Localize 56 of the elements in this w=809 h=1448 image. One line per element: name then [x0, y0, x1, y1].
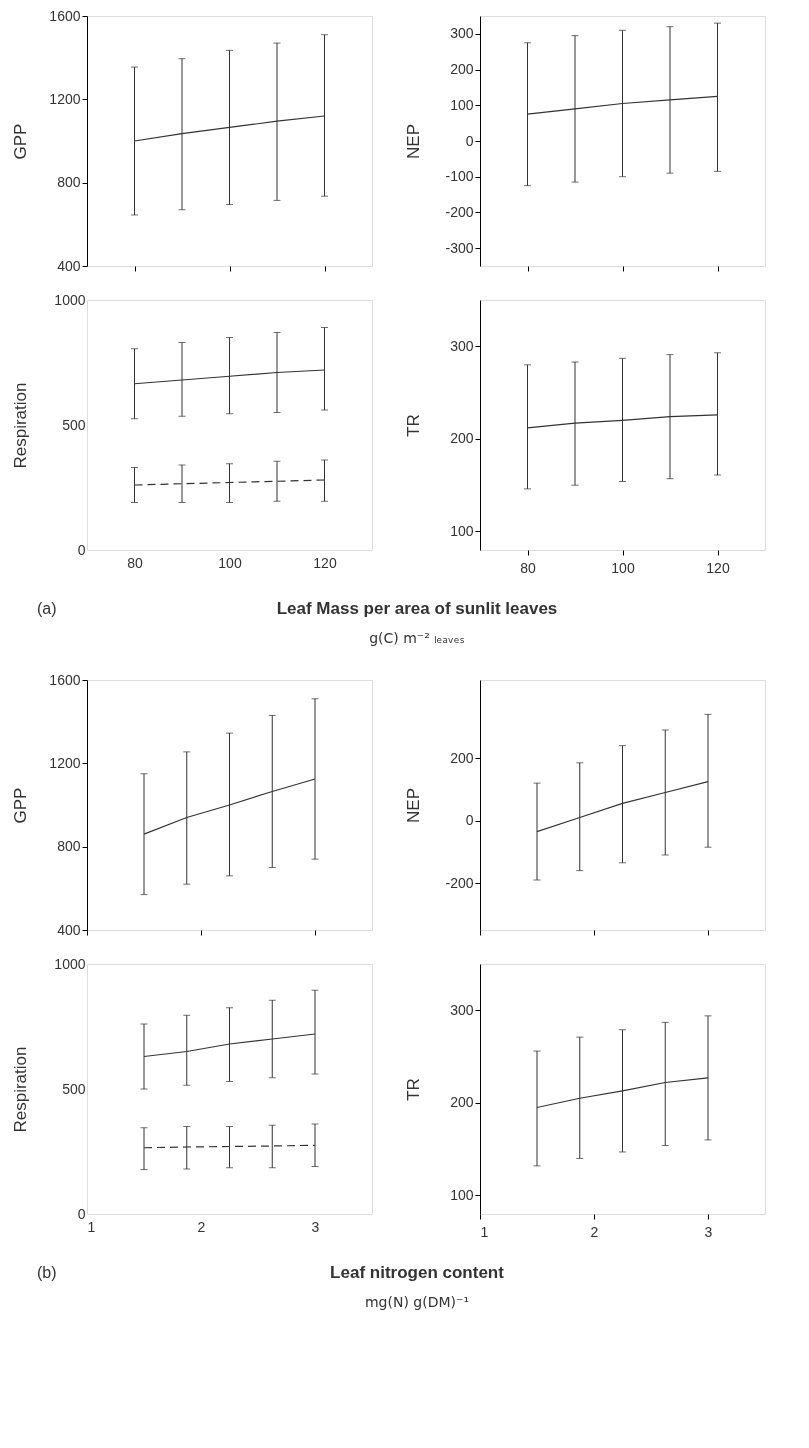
y-tick-label: -200 [445, 203, 474, 220]
y-tick-label: 500 [62, 416, 86, 433]
y-axis-title: NEP [403, 788, 423, 823]
y-tick-label: 100 [450, 522, 474, 539]
x-tick-label: 100 [611, 559, 635, 576]
y-tick-label: 1200 [49, 754, 81, 771]
y-axis-title: Respiration [10, 382, 30, 469]
y-axis-title: GPP [10, 123, 30, 160]
x-tick-label: 2 [197, 1218, 206, 1235]
x-tick-label: 3 [704, 1223, 713, 1240]
y-tick-label: 1200 [49, 90, 81, 107]
x-tick-label: 120 [313, 554, 337, 571]
y-axis-title: NEP [403, 124, 423, 159]
y-tick-label: -200 [445, 874, 474, 891]
x-tick-label: 120 [706, 559, 730, 576]
y-tick-label: 100 [450, 1186, 474, 1203]
y-tick-label: 500 [62, 1080, 86, 1097]
y-tick-label: 0 [465, 812, 474, 829]
y-tick-label: 300 [450, 1001, 474, 1018]
y-tick-label: 400 [57, 921, 81, 938]
y-tick-label: 800 [57, 838, 81, 855]
y-tick-label: 400 [57, 257, 81, 274]
y-tick-label: 0 [77, 1205, 86, 1222]
y-tick-label: -100 [445, 168, 474, 185]
x-tick-label: 100 [218, 554, 242, 571]
y-tick-label: 200 [450, 1094, 474, 1111]
y-tick-label: 1600 [49, 671, 81, 688]
text: g(C) m⁻² ₗₑₐᵥₑₛ [369, 630, 465, 646]
y-tick-label: 0 [77, 541, 86, 558]
x-tick-label: 80 [520, 559, 536, 576]
text: Leaf Mass per area of sunlit leaves [276, 599, 558, 618]
y-axis-title: Respiration [10, 1046, 30, 1133]
x-tick-label: 80 [127, 554, 143, 571]
x-tick-label: 1 [480, 1223, 489, 1240]
y-tick-label: 1000 [54, 291, 86, 308]
y-tick-label: 200 [450, 61, 474, 78]
y-tick-label: 300 [450, 25, 474, 42]
y-tick-label: 200 [450, 749, 474, 766]
y-axis-title: GPP [10, 787, 30, 824]
x-tick-label: 1 [87, 1218, 96, 1235]
y-tick-label: 1600 [49, 7, 81, 24]
text: (a) [37, 600, 57, 617]
y-tick-label: 300 [450, 337, 474, 354]
y-axis-title: TR [403, 414, 423, 437]
y-tick-label: -300 [445, 239, 474, 256]
text: Leaf nitrogen content [330, 1263, 505, 1282]
y-tick-label: 0 [465, 132, 474, 149]
x-tick-label: 3 [311, 1218, 320, 1235]
y-tick-label: 100 [450, 96, 474, 113]
y-tick-label: 1000 [54, 955, 86, 972]
text: (b) [37, 1264, 57, 1281]
x-tick-label: 2 [590, 1223, 599, 1240]
y-tick-label: 800 [57, 174, 81, 191]
text: mg(N) g(DM)⁻¹ [364, 1294, 470, 1310]
y-axis-title: TR [403, 1078, 423, 1101]
y-tick-label: 200 [450, 430, 474, 447]
